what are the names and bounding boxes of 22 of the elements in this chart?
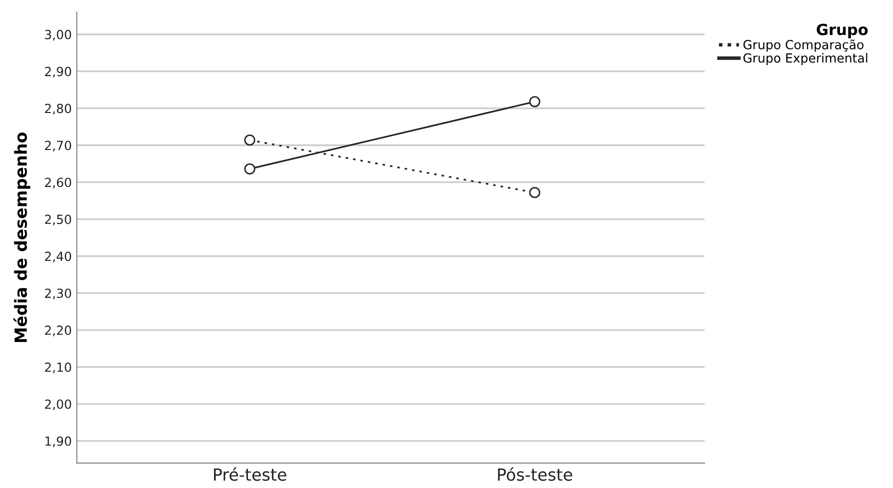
- x-tick-label: Pré-teste: [214, 467, 286, 481]
- y-tick-label: 2,50: [45, 214, 72, 226]
- y-tick-label: 1,90: [45, 436, 72, 448]
- legend-label: Grupo Comparação: [743, 39, 864, 52]
- point: [244, 134, 256, 146]
- y-tick-label: 2,20: [45, 326, 72, 336]
- legend-title: Grupo: [816, 24, 868, 38]
- legend-label: Grupo Experimental: [743, 53, 868, 66]
- y-tick-label: 2,60: [45, 178, 72, 188]
- point: [529, 96, 540, 108]
- x-tick-label: Pós-teste: [498, 467, 572, 481]
- y-tick-label: 2,80: [45, 104, 72, 114]
- point: [244, 163, 256, 174]
- y-tick-label: 2,30: [45, 288, 72, 300]
- point: [529, 187, 540, 198]
- y-tick-label: 3,00: [45, 30, 72, 41]
- y-tick-label: 2,90: [45, 66, 72, 78]
- y-tick-label: 2,00: [45, 399, 72, 410]
- y-axis-title: Média de desempenho: [13, 132, 30, 342]
- y-tick-label: 2,10: [45, 362, 72, 374]
- y-tick-label: 2,70: [45, 140, 72, 152]
- y-tick-label: 2,40: [45, 252, 72, 262]
